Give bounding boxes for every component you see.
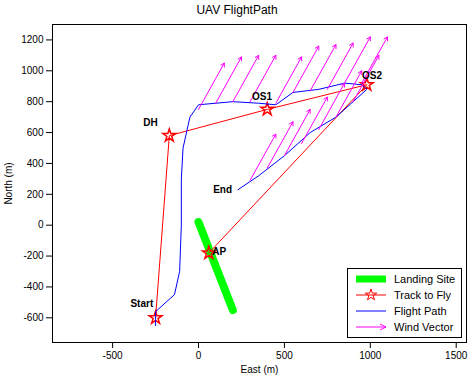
svg-text:600: 600: [27, 127, 44, 138]
svg-text:Start: Start: [130, 298, 153, 309]
svg-text:200: 200: [27, 189, 44, 200]
svg-text:East (m): East (m): [241, 364, 279, 375]
html-text:Wind Vector: Wind Vector: [394, 321, 454, 333]
svg-text:-600: -600: [23, 312, 43, 323]
svg-text:0: 0: [38, 219, 44, 230]
svg-text:400: 400: [27, 158, 44, 169]
svg-text:North (m): North (m): [3, 162, 14, 204]
svg-text:AP: AP: [212, 246, 226, 257]
svg-text:-200: -200: [23, 250, 43, 261]
svg-text:1200: 1200: [21, 34, 44, 45]
svg-text:-500: -500: [103, 350, 123, 361]
svg-text:1000: 1000: [21, 65, 44, 76]
html-text:Landing Site: Landing Site: [394, 273, 456, 285]
svg-text:End: End: [213, 184, 232, 195]
svg-text:1500: 1500: [445, 350, 468, 361]
svg-text:1000: 1000: [359, 350, 382, 361]
svg-text:800: 800: [27, 96, 44, 107]
svg-text:-400: -400: [23, 281, 43, 292]
html-text:UAV FlightPath: UAV FlightPath: [196, 3, 278, 17]
svg-text:500: 500: [276, 350, 293, 361]
svg-text:DH: DH: [143, 117, 157, 128]
svg-text:OS2: OS2: [362, 70, 382, 81]
html-text:Track to Fly: Track to Fly: [394, 289, 451, 301]
svg-text:0: 0: [196, 350, 202, 361]
html-text:Flight Path: Flight Path: [394, 305, 447, 317]
svg-text:OS1: OS1: [252, 91, 272, 102]
